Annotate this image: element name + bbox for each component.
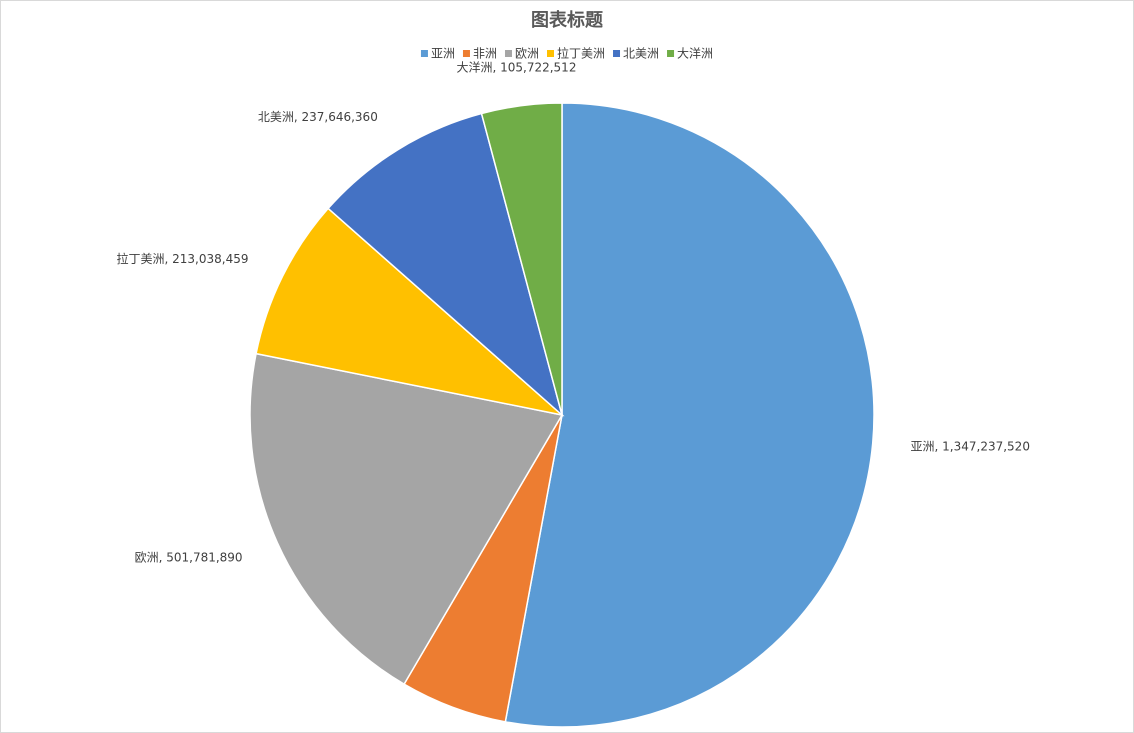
pie-slice [327, 112, 564, 418]
legend-label: 北美洲 [623, 47, 659, 61]
legend-swatch [420, 50, 428, 57]
legend-swatch [547, 50, 554, 57]
legend-swatch [504, 50, 512, 57]
chart-title: 图表标题 [531, 9, 604, 31]
legend: 亚洲 非洲 欧洲 拉丁美洲 北美洲 大洋洲 [420, 46, 713, 61]
pie-slice [480, 102, 563, 416]
data-label: 大洋洲, 105,722,512 [456, 59, 576, 74]
data-label: 拉丁美洲, 213,038,459 [117, 251, 249, 266]
legend-label: 大洋洲 [677, 46, 713, 61]
pie-slice [255, 207, 565, 417]
legend-swatch [462, 50, 470, 57]
legend-label: 亚洲 [431, 47, 455, 61]
data-label: 亚洲, 1,347,237,520 [911, 439, 1030, 453]
legend-swatch [667, 50, 675, 57]
legend-label: 非洲 [473, 47, 497, 61]
legend-label: 拉丁美洲 [557, 46, 605, 61]
legend-label: 欧洲 [515, 47, 539, 61]
data-label: 欧洲, 501,781,890 [135, 551, 243, 565]
legend-swatch [613, 50, 621, 57]
pie-slice [504, 102, 875, 728]
pie-slice [249, 352, 564, 686]
data-label: 北美洲, 237,646,360 [258, 110, 378, 124]
